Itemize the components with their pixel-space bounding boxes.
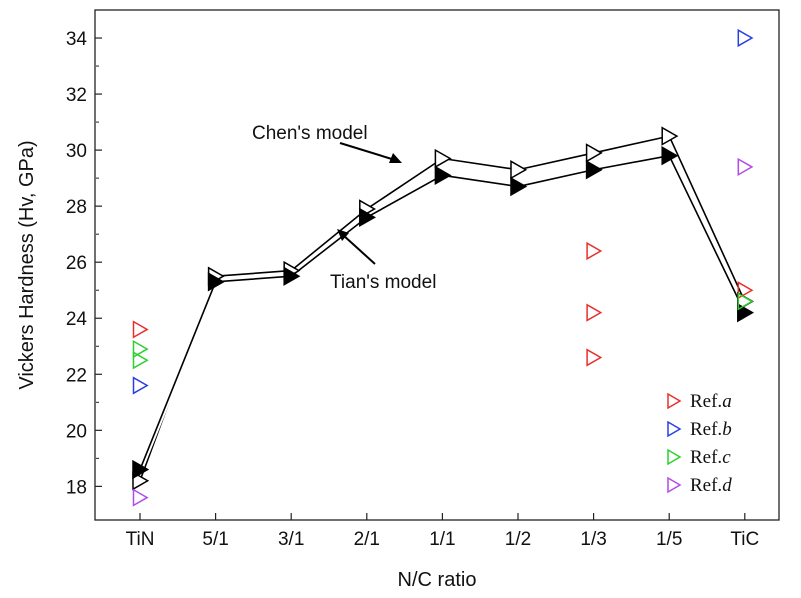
x-axis-title: N/C ratio <box>398 569 477 591</box>
legend-item-ref-a: Ref.a <box>667 391 732 412</box>
annotations: Chen's model Tian's model <box>252 123 436 293</box>
plot-frame <box>94 9 780 521</box>
series-line-chen-s-model <box>139 135 746 482</box>
x-tick-label: 1/5 <box>656 529 682 550</box>
y-tick-label: 18 <box>66 477 87 498</box>
ref-point-ref-d <box>132 488 149 507</box>
y-tick-label: 32 <box>66 85 87 106</box>
y-tick-label: 28 <box>66 197 87 218</box>
y-axis-title: Vickers Hardness (Hv, GPa) <box>16 140 38 389</box>
y-tick-label: 22 <box>66 365 87 386</box>
annotation-tian-arrowhead <box>337 229 349 241</box>
legend-marker-ref-d <box>667 476 682 494</box>
ref-point-ref-a <box>132 320 149 339</box>
data-point-chen-s-model <box>661 126 679 146</box>
x-tick-label: 3/1 <box>278 529 304 550</box>
data-point-tian-s-model <box>737 302 755 323</box>
legend: Ref.a Ref.b Ref.c Ref.d <box>667 391 732 496</box>
x-tick-label: 1/3 <box>580 529 606 550</box>
data-point-tian-s-model <box>207 272 225 292</box>
ref-point-ref-c <box>737 292 754 311</box>
legend-label-ref-c: Ref.c <box>690 447 731 468</box>
ref-point-ref-c <box>132 351 149 370</box>
data-point-tian-s-model <box>510 176 528 197</box>
legend-marker-ref-c <box>667 448 682 466</box>
series-line-halo-tian-s-model <box>137 152 748 471</box>
y-tick-label: 24 <box>66 309 88 330</box>
y-tick-label: 26 <box>66 253 87 274</box>
annotation-tian-label: Tian's model <box>330 272 436 293</box>
annotation-tian-arrow <box>342 234 376 265</box>
ref-point-ref-a <box>586 348 603 367</box>
legend-item-ref-b: Ref.b <box>667 419 732 440</box>
data-point-tian-s-model <box>359 207 377 228</box>
x-tick-label: 2/1 <box>354 529 380 550</box>
legend-label-ref-b: Ref.b <box>690 419 732 440</box>
annotation-chen-arrow <box>339 142 396 161</box>
ref-point-ref-c <box>132 339 149 359</box>
legend-label-ref-d: Ref.d <box>690 475 732 496</box>
series-line-halo-chen-s-model <box>137 133 748 482</box>
ref-point-ref-b <box>737 28 754 48</box>
reference-points <box>132 28 754 507</box>
annotation-chen-arrowhead <box>389 153 402 163</box>
data-point-tian-s-model <box>661 146 679 166</box>
annotation-chen-label: Chen's model <box>252 123 368 144</box>
data-point-chen-s-model <box>585 143 603 163</box>
legend-marker-ref-a <box>667 392 682 410</box>
legend-item-ref-d: Ref.d <box>667 475 732 496</box>
x-tick-label: 1/1 <box>429 529 455 550</box>
x-tick-label: TiN <box>126 529 155 550</box>
y-tick-label: 34 <box>66 29 88 50</box>
series-layer <box>132 126 755 491</box>
series-line-tian-s-model <box>139 154 746 470</box>
data-point-chen-s-model <box>510 160 528 180</box>
x-tick-label: 5/1 <box>202 529 228 550</box>
x-tick-label: TiC <box>730 529 759 550</box>
legend-item-ref-c: Ref.c <box>667 447 731 468</box>
x-tick-label: 1/2 <box>505 529 531 550</box>
y-tick-label: 20 <box>66 421 87 442</box>
ref-point-ref-d <box>737 157 754 177</box>
ref-point-ref-a <box>586 241 603 261</box>
axes: 18 20 22 24 26 28 30 32 34 TiN 5/1 3/1 2/1 1/1 1/2 1/3 1… <box>66 9 759 550</box>
legend-marker-ref-b <box>667 420 682 438</box>
data-point-tian-s-model <box>434 165 452 186</box>
data-point-tian-s-model <box>585 160 603 180</box>
data-point-chen-s-model <box>434 148 452 169</box>
data-point-tian-s-model <box>283 266 301 286</box>
ref-point-ref-b <box>132 376 149 395</box>
y-tick-label: 30 <box>66 141 87 162</box>
legend-label-ref-a: Ref.a <box>690 391 732 412</box>
data-point-tian-s-model <box>132 459 150 480</box>
ref-point-ref-a <box>737 281 754 300</box>
ref-point-ref-a <box>586 303 603 322</box>
